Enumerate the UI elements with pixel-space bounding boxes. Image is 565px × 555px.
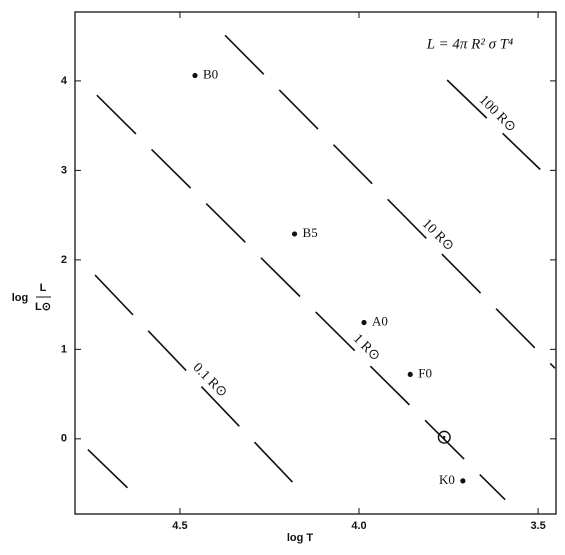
- radius-line: [446, 79, 541, 171]
- radius-line: [224, 34, 556, 369]
- sun-symbol: ⊙: [436, 427, 453, 449]
- y-tick-label: 2: [61, 254, 67, 266]
- x-axis-label: log T: [287, 532, 314, 544]
- x-tick-label: 4.0: [351, 520, 366, 532]
- formula: L = 4π R² σ T⁴: [426, 36, 514, 52]
- star-point: [192, 72, 198, 79]
- x-tick-label: 3.5: [530, 520, 545, 532]
- star-label: A0: [372, 313, 388, 328]
- radius-label: 1 R⊙: [350, 331, 383, 364]
- y-tick-label: 3: [61, 164, 67, 176]
- star-label: B0: [203, 67, 218, 82]
- radius-line: [96, 94, 506, 501]
- star-label: B5: [303, 225, 318, 240]
- star-point: [361, 319, 367, 326]
- star-label: K0: [439, 472, 455, 487]
- star-point: [460, 478, 466, 484]
- star-point: [291, 231, 298, 237]
- x-tick-label: 4.5: [172, 520, 187, 532]
- star-label: F0: [418, 365, 432, 380]
- y-tick-label: 4: [61, 75, 68, 87]
- star-point: [407, 371, 413, 378]
- radius-line: [94, 274, 301, 491]
- y-tick-label: 1: [61, 343, 67, 355]
- plot-frame: [74, 11, 557, 515]
- y-axis-label: L: [40, 282, 47, 294]
- y-axis-label: L⊙: [35, 301, 51, 313]
- radius-line: [87, 448, 141, 501]
- y-axis-label: log: [12, 292, 29, 304]
- y-tick-label: 0: [61, 433, 67, 445]
